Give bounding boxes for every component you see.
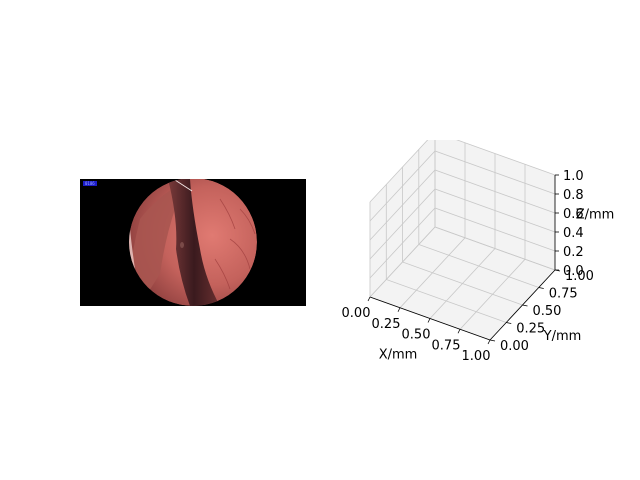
x-tick-mark [487, 339, 491, 345]
y-tick-mark [522, 304, 528, 307]
endoscope-view: 0106 [80, 179, 306, 306]
z-tick-label: 0.8 [563, 188, 584, 203]
tick-labels: 0.000.250.500.751.000.000.250.500.751.00… [342, 169, 594, 364]
y-tick-mark [506, 322, 512, 324]
x-tick-label: 0.75 [432, 338, 461, 353]
overlay-badge [83, 181, 97, 186]
x-tick-label: 0.00 [342, 306, 371, 321]
z-tick-label: 1.0 [563, 169, 584, 184]
grid-line-z [369, 150, 556, 222]
endoscope-image: 0106 [80, 179, 306, 306]
z-tick-label: 0.2 [563, 245, 584, 260]
y-tick-label: 0.75 [549, 287, 578, 302]
x-tick-label: 0.25 [372, 317, 401, 332]
3d-axes: 0.00 0.25 0.50 0.75 1.00 0.00 0.25 0.50 0.75 1.00… [330, 140, 630, 380]
y-tick-label: 0.50 [533, 304, 562, 319]
z-tick-label: 0.4 [563, 226, 584, 241]
z-axis-label: Z/mm [576, 208, 615, 223]
y-axis-label: Y/mm [543, 329, 582, 344]
x-tick-label: 0.50 [402, 328, 431, 343]
y-tick-label: 1.00 [565, 269, 594, 284]
y-tick-label: 0.25 [516, 322, 545, 337]
x-tick-mark [397, 307, 401, 312]
grid-line-z [369, 140, 556, 203]
y-tick-mark [538, 287, 544, 289]
x-tick-label: 1.00 [462, 349, 491, 364]
x-tick-mark [367, 296, 371, 302]
grid-line-z [369, 207, 556, 279]
grid-line-z [369, 188, 556, 260]
grid-line-z [369, 226, 556, 298]
overlay-badge-label: 0106 [85, 181, 95, 186]
grid-line-z [369, 169, 556, 241]
x-tick-mark [427, 318, 431, 323]
3d-plot: 0.000.250.500.751.000.000.250.500.751.00… [342, 140, 615, 364]
y-tick-label: 0.00 [500, 339, 529, 354]
x-axis-label: X/mm [379, 348, 418, 363]
x-tick-mark [457, 329, 461, 334]
axis-lines [367, 174, 561, 345]
y-tick-mark [489, 339, 496, 342]
z-tick-label: 0.6 [563, 207, 584, 222]
z-tick-label: 0.0 [563, 264, 584, 279]
